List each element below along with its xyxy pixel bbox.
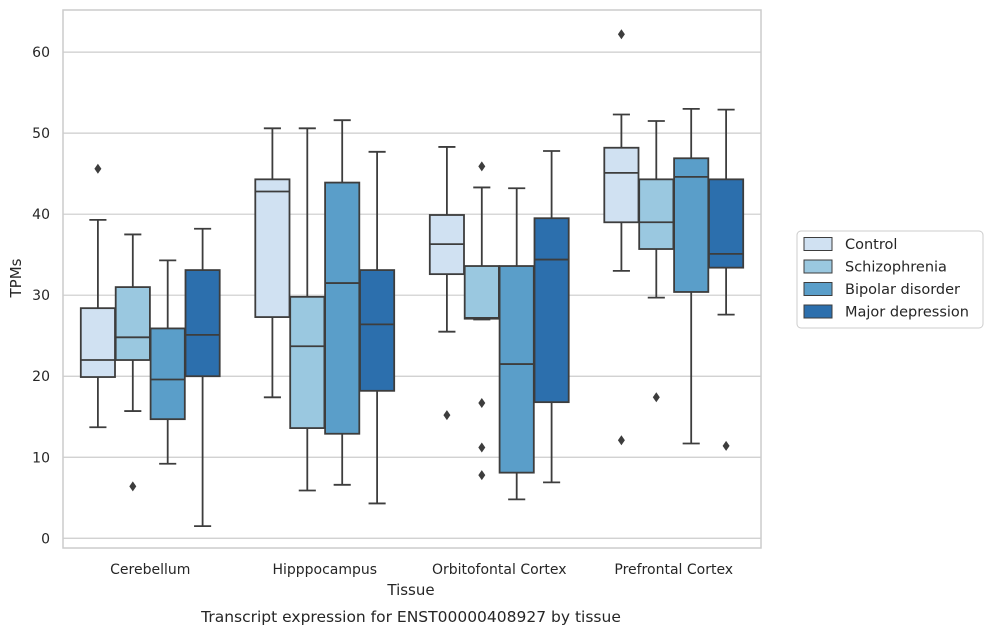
box	[359, 269, 396, 392]
legend-label: Control	[845, 237, 897, 253]
x-tick-label: Hipppocampus	[272, 562, 377, 578]
box	[149, 327, 186, 421]
box	[79, 307, 116, 378]
outlier-marker	[478, 161, 486, 172]
y-axis-label: TPMs	[7, 258, 25, 298]
x-tick-label: Cerebellum	[110, 562, 190, 578]
box	[498, 265, 535, 474]
box	[638, 178, 675, 250]
legend-swatch	[803, 282, 833, 296]
outlier-marker	[652, 392, 660, 403]
outlier-marker	[617, 435, 625, 446]
outlier-marker	[129, 481, 137, 492]
x-tick-label: Orbitofontal Cortex	[432, 562, 567, 578]
plot-frame	[62, 9, 762, 549]
outlier-marker	[617, 29, 625, 40]
box	[463, 265, 500, 320]
box	[254, 178, 291, 318]
box	[289, 295, 326, 429]
legend-label: Major depression	[845, 305, 969, 321]
legend-swatch	[803, 237, 833, 251]
y-tick-label: 40	[32, 207, 50, 223]
series-group	[149, 107, 710, 501]
series-group	[184, 108, 745, 528]
y-tick-label: 60	[32, 45, 50, 61]
y-tick-label: 30	[32, 288, 50, 304]
box	[533, 217, 570, 404]
legend-frame	[796, 230, 984, 329]
outlier-marker	[478, 470, 486, 481]
x-tick-labels: Cerebellum Hipppocampus Orbitofontal Corte…	[110, 562, 733, 578]
box	[708, 178, 745, 269]
chart-caption: Transcript expression for ENST0000040892…	[200, 608, 621, 626]
x-tick-label: Prefrontal Cortex	[614, 562, 733, 578]
y-tick-label: 50	[32, 126, 50, 142]
outlier-marker	[443, 410, 451, 421]
box	[114, 286, 151, 361]
box	[673, 157, 710, 293]
legend-label: Schizophrenia	[845, 260, 947, 276]
y-tick-label: 0	[41, 531, 50, 547]
x-axis-label: Tissue	[386, 581, 434, 599]
legend-swatch	[803, 304, 833, 319]
box	[184, 269, 221, 378]
legend-swatch	[803, 259, 833, 274]
box	[324, 181, 361, 435]
legend: Control Schizophrenia Bipolar disorder Majo…	[796, 230, 984, 329]
outlier-marker	[478, 442, 486, 453]
legend-label: Bipolar disorder	[845, 282, 960, 298]
outlier-marker	[722, 440, 730, 451]
box-series	[79, 29, 745, 528]
y-tick-label: 10	[32, 450, 50, 466]
outlier-marker	[478, 397, 486, 408]
series-group	[79, 29, 640, 446]
y-tick-labels: 0 10 20 30 40 50 60	[32, 45, 50, 547]
outlier-marker	[94, 163, 102, 174]
box	[603, 146, 640, 224]
y-tick-label: 20	[32, 369, 50, 385]
